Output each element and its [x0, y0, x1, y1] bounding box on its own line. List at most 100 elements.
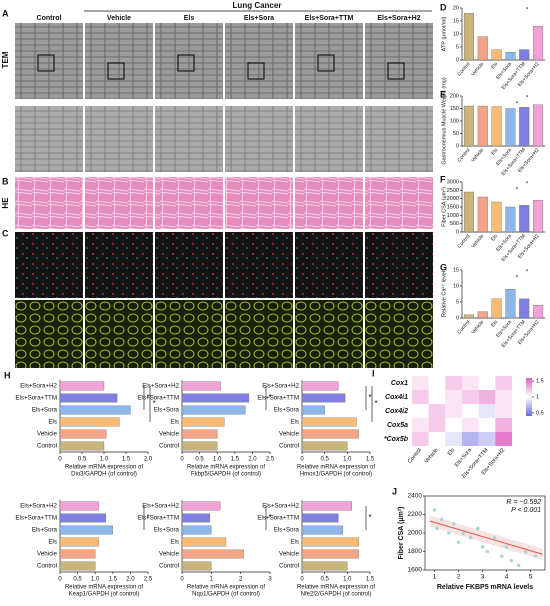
axis — [59, 500, 148, 573]
x-tick-label: 0.5 — [78, 457, 87, 463]
x-tick-label: 1.5 — [366, 577, 375, 583]
bar — [301, 393, 346, 403]
heat-cell — [495, 432, 512, 446]
bar — [491, 201, 502, 233]
bar — [59, 381, 105, 391]
bar — [59, 429, 107, 439]
bar — [301, 525, 343, 535]
axis — [461, 182, 545, 233]
axis — [301, 500, 370, 573]
y-tick-label: Els+Sora+H2 — [262, 383, 299, 390]
bar — [533, 104, 544, 147]
x-tick-label: Els — [490, 319, 499, 329]
panel-letter: B — [2, 176, 9, 186]
x-tick-label: 0.5 — [73, 577, 82, 583]
tem-zoom — [15, 106, 83, 172]
significance: * — [368, 393, 371, 402]
x-axis-label: Relative mRNA expression of — [297, 585, 375, 591]
x-tick-label: 1.0 — [100, 457, 109, 463]
fluor-image — [15, 300, 83, 368]
y-axis-label: Gastrocnemius Muscle Weight (mg) — [441, 77, 447, 164]
x-axis-label: Nfe2l2/GAPDH (of control) — [301, 592, 372, 598]
y-axis-label: Relative Ca²⁺ level — [440, 271, 447, 317]
y-tick-label: 2500 — [447, 188, 459, 194]
y-tick-label: Vehicle — [37, 551, 58, 558]
x-tick-label: 4 — [505, 574, 509, 581]
y-tick-label: Els+Sora+TTM — [15, 395, 57, 402]
y-tick-label: Els — [290, 539, 299, 546]
significance: * — [516, 275, 519, 282]
x-axis-label: Relative mRNA expression of — [65, 465, 143, 471]
heat-cell — [462, 418, 479, 432]
y-tick-label: Els+Sora+TTM — [137, 395, 179, 402]
y-tick-label: Els — [290, 419, 299, 426]
heat-cell — [445, 404, 462, 418]
tem-zoom — [365, 106, 433, 172]
bar — [59, 537, 99, 547]
y-tick-label: 15 — [453, 267, 459, 273]
x-tick-label: 1.0 — [91, 577, 100, 583]
axis — [301, 380, 370, 453]
y-tick-label: Els — [170, 539, 179, 546]
column-header: Els+Sora — [244, 15, 274, 22]
x-axis-label: Fkbp5/GAPDH (of control) — [191, 472, 261, 478]
row-label: *Cox5b — [384, 436, 409, 443]
y-tick-label: Els+Sora+H2 — [20, 503, 57, 510]
heat-cell — [478, 432, 496, 446]
x-axis-label: Dio3/GAPDH (of control) — [71, 472, 137, 478]
tem-image — [295, 23, 363, 99]
bar — [533, 305, 544, 319]
heat-cell — [412, 376, 429, 390]
bar — [463, 13, 474, 61]
y-tick-label: Els+Sora+TTM — [257, 515, 299, 522]
tem-image — [365, 23, 433, 99]
column-label: Els — [447, 447, 457, 457]
point — [440, 517, 444, 521]
point — [456, 540, 461, 545]
bar — [301, 417, 357, 427]
x-axis-label: Relative mRNA expression of — [65, 585, 143, 591]
x-tick-label: 3 — [268, 577, 272, 583]
y-tick-label: 3000 — [447, 179, 459, 185]
zoom-box — [247, 62, 265, 80]
annotation: P < 0.001 — [511, 507, 541, 514]
bar — [181, 513, 211, 523]
y-tick-label: Els+Sora+H2 — [262, 503, 299, 510]
y-tick-label: 50 — [453, 131, 459, 137]
x-tick-label: 0 — [58, 457, 62, 463]
panel-letter: I — [372, 368, 375, 378]
y-tick-label: 2200 — [408, 511, 423, 518]
y-tick-label: Control — [159, 563, 179, 570]
he-image — [295, 177, 363, 229]
point — [500, 554, 504, 558]
y-tick-label: Els+Sora+H2 — [20, 383, 57, 390]
x-axis-label: Nqo1/GAPDH (of control) — [192, 592, 260, 598]
bar — [59, 501, 99, 511]
bar — [505, 108, 516, 147]
y-tick-label: Vehicle — [159, 431, 180, 438]
x-tick-label: 1.0 — [343, 577, 352, 583]
bar — [59, 561, 96, 571]
significance: * — [146, 393, 149, 402]
fluor-image — [85, 232, 153, 298]
bar — [301, 513, 339, 523]
axis — [461, 96, 545, 147]
tem-image — [155, 23, 223, 99]
heat-cell — [478, 390, 496, 404]
heat-cell — [445, 376, 462, 390]
x-axis-label: Hmox1/GAPDH (of control) — [300, 472, 372, 478]
bar — [181, 417, 225, 427]
bar — [301, 501, 353, 511]
y-tick-label: Els — [48, 419, 57, 426]
x-tick-label: 1.0 — [343, 457, 352, 463]
bar — [477, 36, 488, 61]
he-image — [365, 177, 433, 229]
bar — [181, 537, 227, 547]
y-tick-label: Control — [37, 443, 57, 450]
y-tick-label: 15 — [453, 18, 459, 24]
axis — [181, 500, 270, 573]
bar — [181, 501, 221, 511]
y-tick-label: Els+Sora — [154, 407, 180, 414]
significance: * — [526, 7, 529, 14]
fluor-image — [365, 300, 433, 368]
